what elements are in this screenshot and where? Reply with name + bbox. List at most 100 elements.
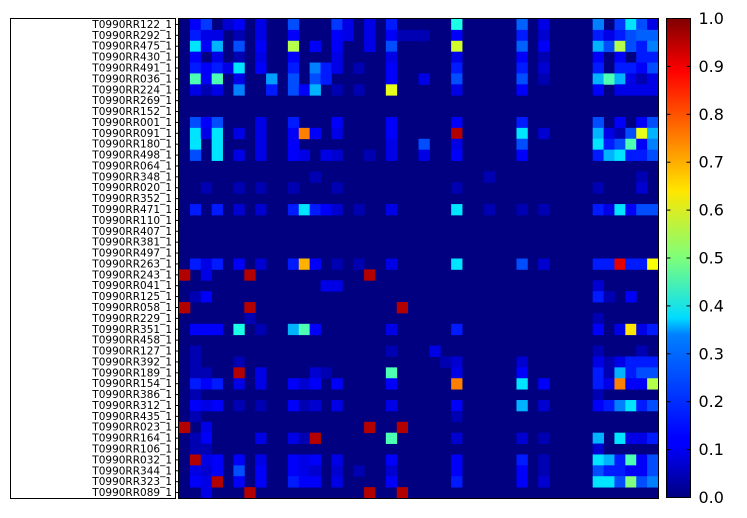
heatmap-cell: [298, 454, 311, 466]
heatmap-cell: [483, 171, 496, 183]
heatmap-cell: [385, 62, 398, 74]
heatmap-cell: [516, 454, 528, 466]
heatmap-cell: [353, 62, 365, 74]
colorbar-tick-label: 0.8: [699, 105, 724, 124]
heatmap-cell: [233, 258, 245, 270]
heatmap-cell: [211, 204, 223, 216]
heatmap-cell: [298, 258, 311, 270]
heatmap-cell: [636, 182, 648, 194]
row-tick-label: T0990RR001_1: [91, 117, 172, 129]
heatmap-cell: [538, 51, 550, 63]
heatmap-cell: [287, 116, 300, 129]
heatmap-cell: [331, 400, 343, 412]
heatmap-cell: [592, 389, 604, 401]
heatmap-cell: [364, 19, 376, 31]
heatmap-cell: [451, 356, 463, 368]
heatmap-cell: [189, 51, 202, 63]
heatmap-cell: [614, 127, 626, 140]
heatmap-cell: [244, 312, 256, 325]
heatmap-cell: [287, 432, 300, 444]
heatmap-cell: [614, 454, 626, 466]
heatmap-cell: [614, 29, 626, 42]
heatmap-cell: [189, 367, 202, 379]
heatmap-cell: [592, 116, 604, 129]
heatmap-cell: [647, 454, 659, 466]
heatmap-cell: [647, 19, 659, 31]
heatmap-cell: [364, 40, 376, 53]
heatmap-cell: [636, 323, 648, 336]
heatmap-cell: [309, 62, 321, 74]
heatmap-cell: [320, 73, 332, 85]
heatmap-cell: [320, 62, 332, 74]
heatmap-cell: [647, 29, 659, 42]
row-tick-label: T0990RR430_1: [91, 52, 172, 64]
heatmap-cell: [189, 204, 202, 216]
heatmap-cell: [211, 378, 223, 390]
heatmap-cell: [189, 356, 202, 368]
heatmap-cell: [200, 465, 213, 477]
heatmap-cell: [255, 19, 267, 31]
heatmap-cell: [451, 73, 463, 85]
heatmap-cell: [592, 345, 604, 357]
heatmap-cell: [451, 40, 463, 53]
heatmap-cell: [614, 138, 626, 151]
heatmap-cell: [636, 19, 648, 31]
heatmap-cell: [287, 127, 300, 140]
heatmap-cell: [331, 258, 343, 270]
colorbar-tick-label: 0.2: [699, 392, 724, 411]
row-label-group: T0990RR122_1T0990RR292_1T0990RR475_1T099…: [91, 19, 179, 499]
colorbar-tick-label: 0.6: [699, 201, 724, 220]
heatmap-cell: [189, 116, 202, 129]
heatmap-cell: [625, 29, 637, 42]
heatmap-cell: [189, 432, 202, 444]
heatmap-cell: [189, 29, 202, 42]
row-tick-label: T0990RR058_1: [91, 302, 172, 314]
heatmap-cell: [647, 476, 659, 488]
heatmap-cell: [538, 476, 550, 488]
heatmap-cell: [516, 19, 528, 31]
heatmap-cell: [353, 84, 365, 96]
heatmap-cell: [625, 40, 637, 53]
heatmap-cell: [647, 204, 659, 216]
heatmap-cell: [636, 138, 648, 151]
heatmap-cell: [451, 62, 463, 74]
heatmap-cell: [189, 389, 202, 401]
heatmap-cell: [385, 40, 398, 53]
heatmap-cell: [647, 400, 659, 412]
heatmap-cell: [331, 204, 343, 216]
heatmap-cell: [287, 378, 300, 390]
row-tick-label: T0990RR229_1: [91, 313, 172, 325]
heatmap-cell: [483, 204, 496, 216]
heatmap-cell: [647, 432, 659, 444]
heatmap-cell: [331, 29, 343, 42]
heatmap-cell: [189, 443, 202, 455]
heatmap-cell: [625, 367, 637, 379]
heatmap-cell: [636, 465, 648, 477]
heatmap-cell: [636, 73, 648, 85]
heatmap-cell: [603, 258, 615, 270]
heatmap-cell: [233, 84, 245, 96]
heatmap-cell: [636, 367, 648, 379]
row-label-frame: [10, 18, 176, 499]
heatmap-cell: [309, 171, 321, 183]
heatmap-cell: [451, 432, 463, 444]
heatmap-cell: [331, 280, 343, 292]
heatmap-cell: [625, 62, 637, 74]
heatmap-cell: [200, 421, 213, 434]
heatmap-cell: [636, 62, 648, 74]
heatmap-cells: [179, 19, 659, 499]
heatmap-cell: [636, 40, 648, 53]
heatmap-cell: [451, 182, 463, 194]
heatmap-cell: [200, 116, 213, 129]
heatmap-frame: [178, 18, 659, 499]
heatmap-cell: [592, 280, 604, 292]
heatmap-cell: [255, 378, 267, 390]
heatmap-cell: [200, 62, 213, 74]
heatmap-cell: [516, 367, 528, 379]
heatmap-cell: [320, 204, 332, 216]
heatmap-cell: [451, 410, 463, 423]
heatmap-cell: [331, 149, 343, 161]
heatmap-cell: [331, 19, 343, 31]
heatmap-cell: [287, 29, 300, 42]
heatmap-cell: [516, 432, 528, 444]
